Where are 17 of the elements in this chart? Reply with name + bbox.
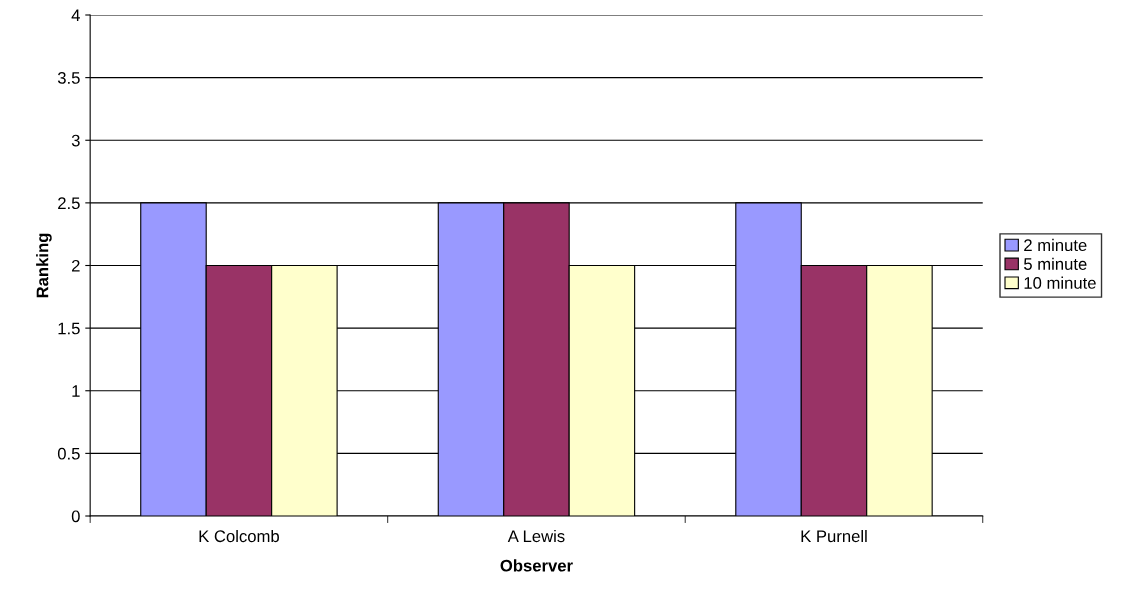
x-tick-label: A Lewis [507,529,565,543]
x-axis-title: Observer [500,559,573,572]
legend-label: 10 minute [1024,276,1096,289]
y-tick-label: 2 [72,259,80,272]
y-tick-label: 1 [72,385,80,397]
y-tick-label: 0.5 [57,447,80,460]
y-tick-label: 3.5 [57,72,80,84]
y-tick-label: 3 [71,134,80,147]
x-tick-label: K Colcomb [199,529,279,543]
y-axis-title: Ranking [36,233,52,298]
y-tick-label: 4 [71,9,80,22]
x-tick-label: K Purnell [801,529,867,543]
y-tick-label: 0 [71,510,80,523]
y-tick-label: 2.5 [58,197,80,210]
legend-label: 2 minute [1024,238,1087,252]
y-tick-label: 1.5 [58,322,80,335]
legend-label: 5 minute [1024,257,1087,270]
